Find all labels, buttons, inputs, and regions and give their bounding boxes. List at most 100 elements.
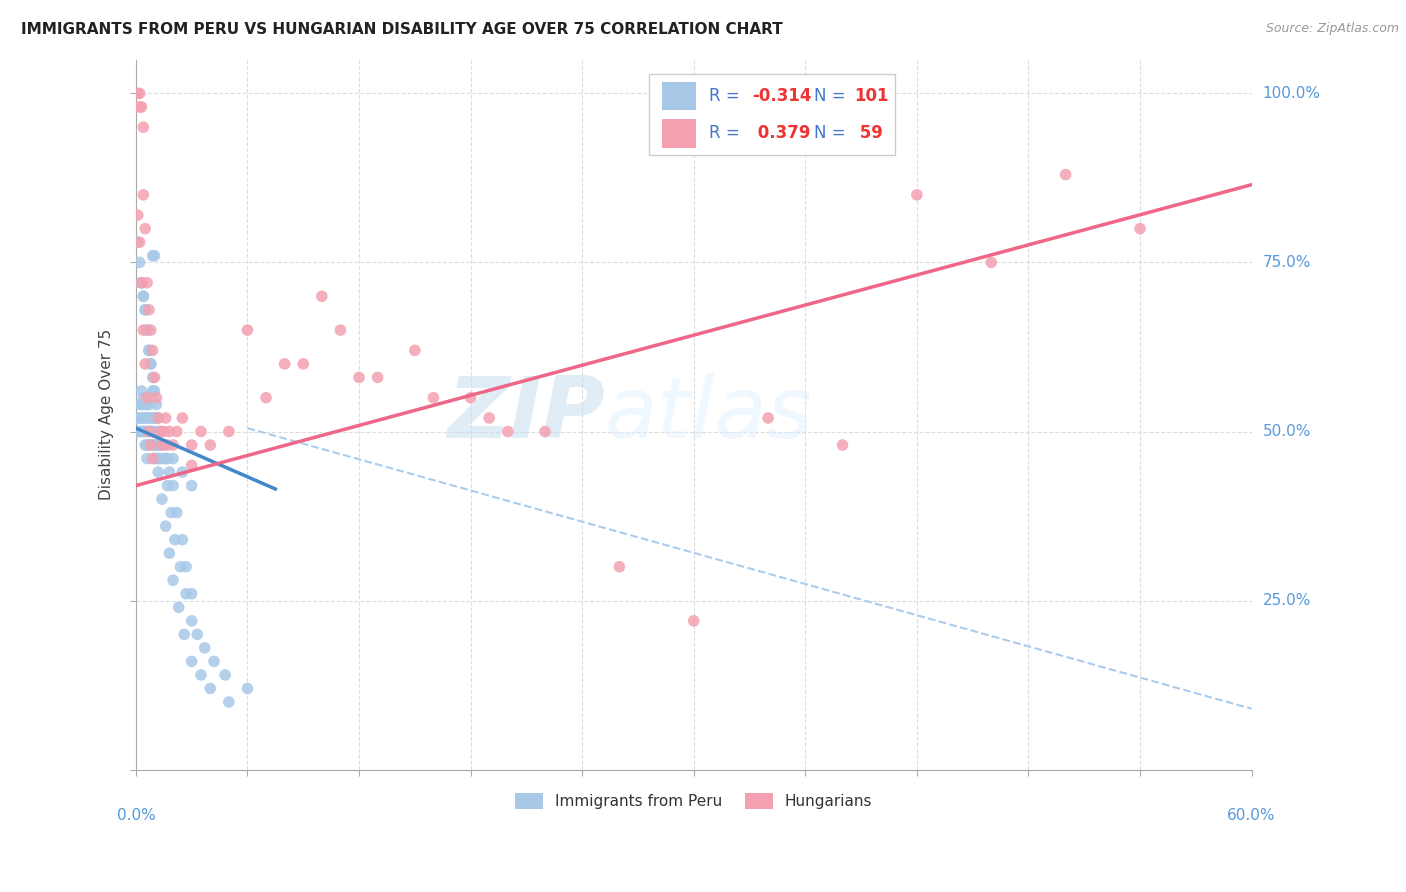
Point: [180, 654, 202, 668]
Point: [136, 323, 159, 337]
Point: [132, 323, 155, 337]
Text: 75.0%: 75.0%: [1263, 255, 1310, 270]
Point: [149, 425, 172, 439]
Point: [134, 302, 156, 317]
Point: [172, 533, 194, 547]
Point: [218, 695, 240, 709]
Text: N =: N =: [814, 124, 851, 143]
Text: ZIP: ZIP: [447, 373, 605, 456]
Point: [166, 425, 188, 439]
Point: [190, 425, 212, 439]
Point: [134, 425, 156, 439]
Point: [609, 559, 631, 574]
Point: [150, 438, 173, 452]
Point: [136, 451, 159, 466]
Point: [128, 87, 150, 101]
Point: [156, 451, 179, 466]
Point: [169, 559, 191, 574]
Point: [139, 425, 162, 439]
Point: [142, 384, 165, 398]
Point: [166, 506, 188, 520]
Point: [142, 438, 165, 452]
Point: [128, 425, 150, 439]
Point: [167, 600, 190, 615]
Point: [180, 478, 202, 492]
Point: [138, 425, 160, 439]
Point: [200, 681, 222, 696]
Point: [190, 668, 212, 682]
Point: [145, 438, 167, 452]
Point: [148, 411, 170, 425]
Point: [128, 255, 150, 269]
Point: [422, 391, 444, 405]
Point: [496, 425, 519, 439]
Point: [200, 438, 222, 452]
Point: [142, 370, 165, 384]
Point: [172, 411, 194, 425]
Point: [139, 323, 162, 337]
Point: [148, 438, 170, 452]
Text: R =: R =: [710, 124, 745, 143]
Point: [127, 208, 149, 222]
Point: [132, 120, 155, 135]
Point: [160, 506, 183, 520]
Point: [460, 391, 482, 405]
Point: [150, 438, 173, 452]
Point: [128, 100, 150, 114]
Point: [156, 478, 179, 492]
Point: [162, 451, 184, 466]
Point: [138, 343, 160, 358]
Point: [194, 640, 217, 655]
Point: [143, 370, 166, 384]
Point: [236, 323, 259, 337]
Point: [131, 397, 153, 411]
Point: [404, 343, 426, 358]
Point: [148, 465, 170, 479]
FancyBboxPatch shape: [650, 74, 894, 155]
Point: [163, 533, 186, 547]
Point: [152, 425, 174, 439]
Text: 101: 101: [855, 87, 889, 105]
Point: [152, 451, 174, 466]
Point: [145, 451, 167, 466]
Point: [131, 276, 153, 290]
Point: [980, 255, 1002, 269]
Text: 100.0%: 100.0%: [1263, 86, 1320, 101]
Point: [155, 519, 177, 533]
Point: [136, 391, 159, 405]
Point: [173, 627, 195, 641]
Point: [134, 357, 156, 371]
Point: [172, 465, 194, 479]
Point: [162, 438, 184, 452]
Point: [149, 451, 172, 466]
Point: [756, 411, 779, 425]
Point: [180, 438, 202, 452]
Point: [347, 370, 370, 384]
Text: -0.314: -0.314: [752, 87, 811, 105]
Point: [682, 614, 704, 628]
Point: [143, 438, 166, 452]
Text: 59: 59: [855, 124, 883, 143]
Legend: Immigrants from Peru, Hungarians: Immigrants from Peru, Hungarians: [509, 787, 879, 815]
Point: [143, 411, 166, 425]
Point: [136, 425, 159, 439]
Point: [131, 276, 153, 290]
Point: [149, 425, 172, 439]
Point: [254, 391, 277, 405]
Point: [139, 438, 162, 452]
Point: [138, 425, 160, 439]
Point: [132, 289, 155, 303]
Text: N =: N =: [814, 87, 851, 105]
Point: [180, 587, 202, 601]
Point: [218, 425, 240, 439]
Point: [180, 458, 202, 473]
Point: [142, 343, 165, 358]
Point: [128, 235, 150, 249]
Point: [142, 451, 165, 466]
Point: [136, 397, 159, 411]
Point: [157, 425, 180, 439]
Point: [534, 425, 557, 439]
Point: [139, 357, 162, 371]
Point: [142, 425, 165, 439]
Point: [134, 221, 156, 235]
